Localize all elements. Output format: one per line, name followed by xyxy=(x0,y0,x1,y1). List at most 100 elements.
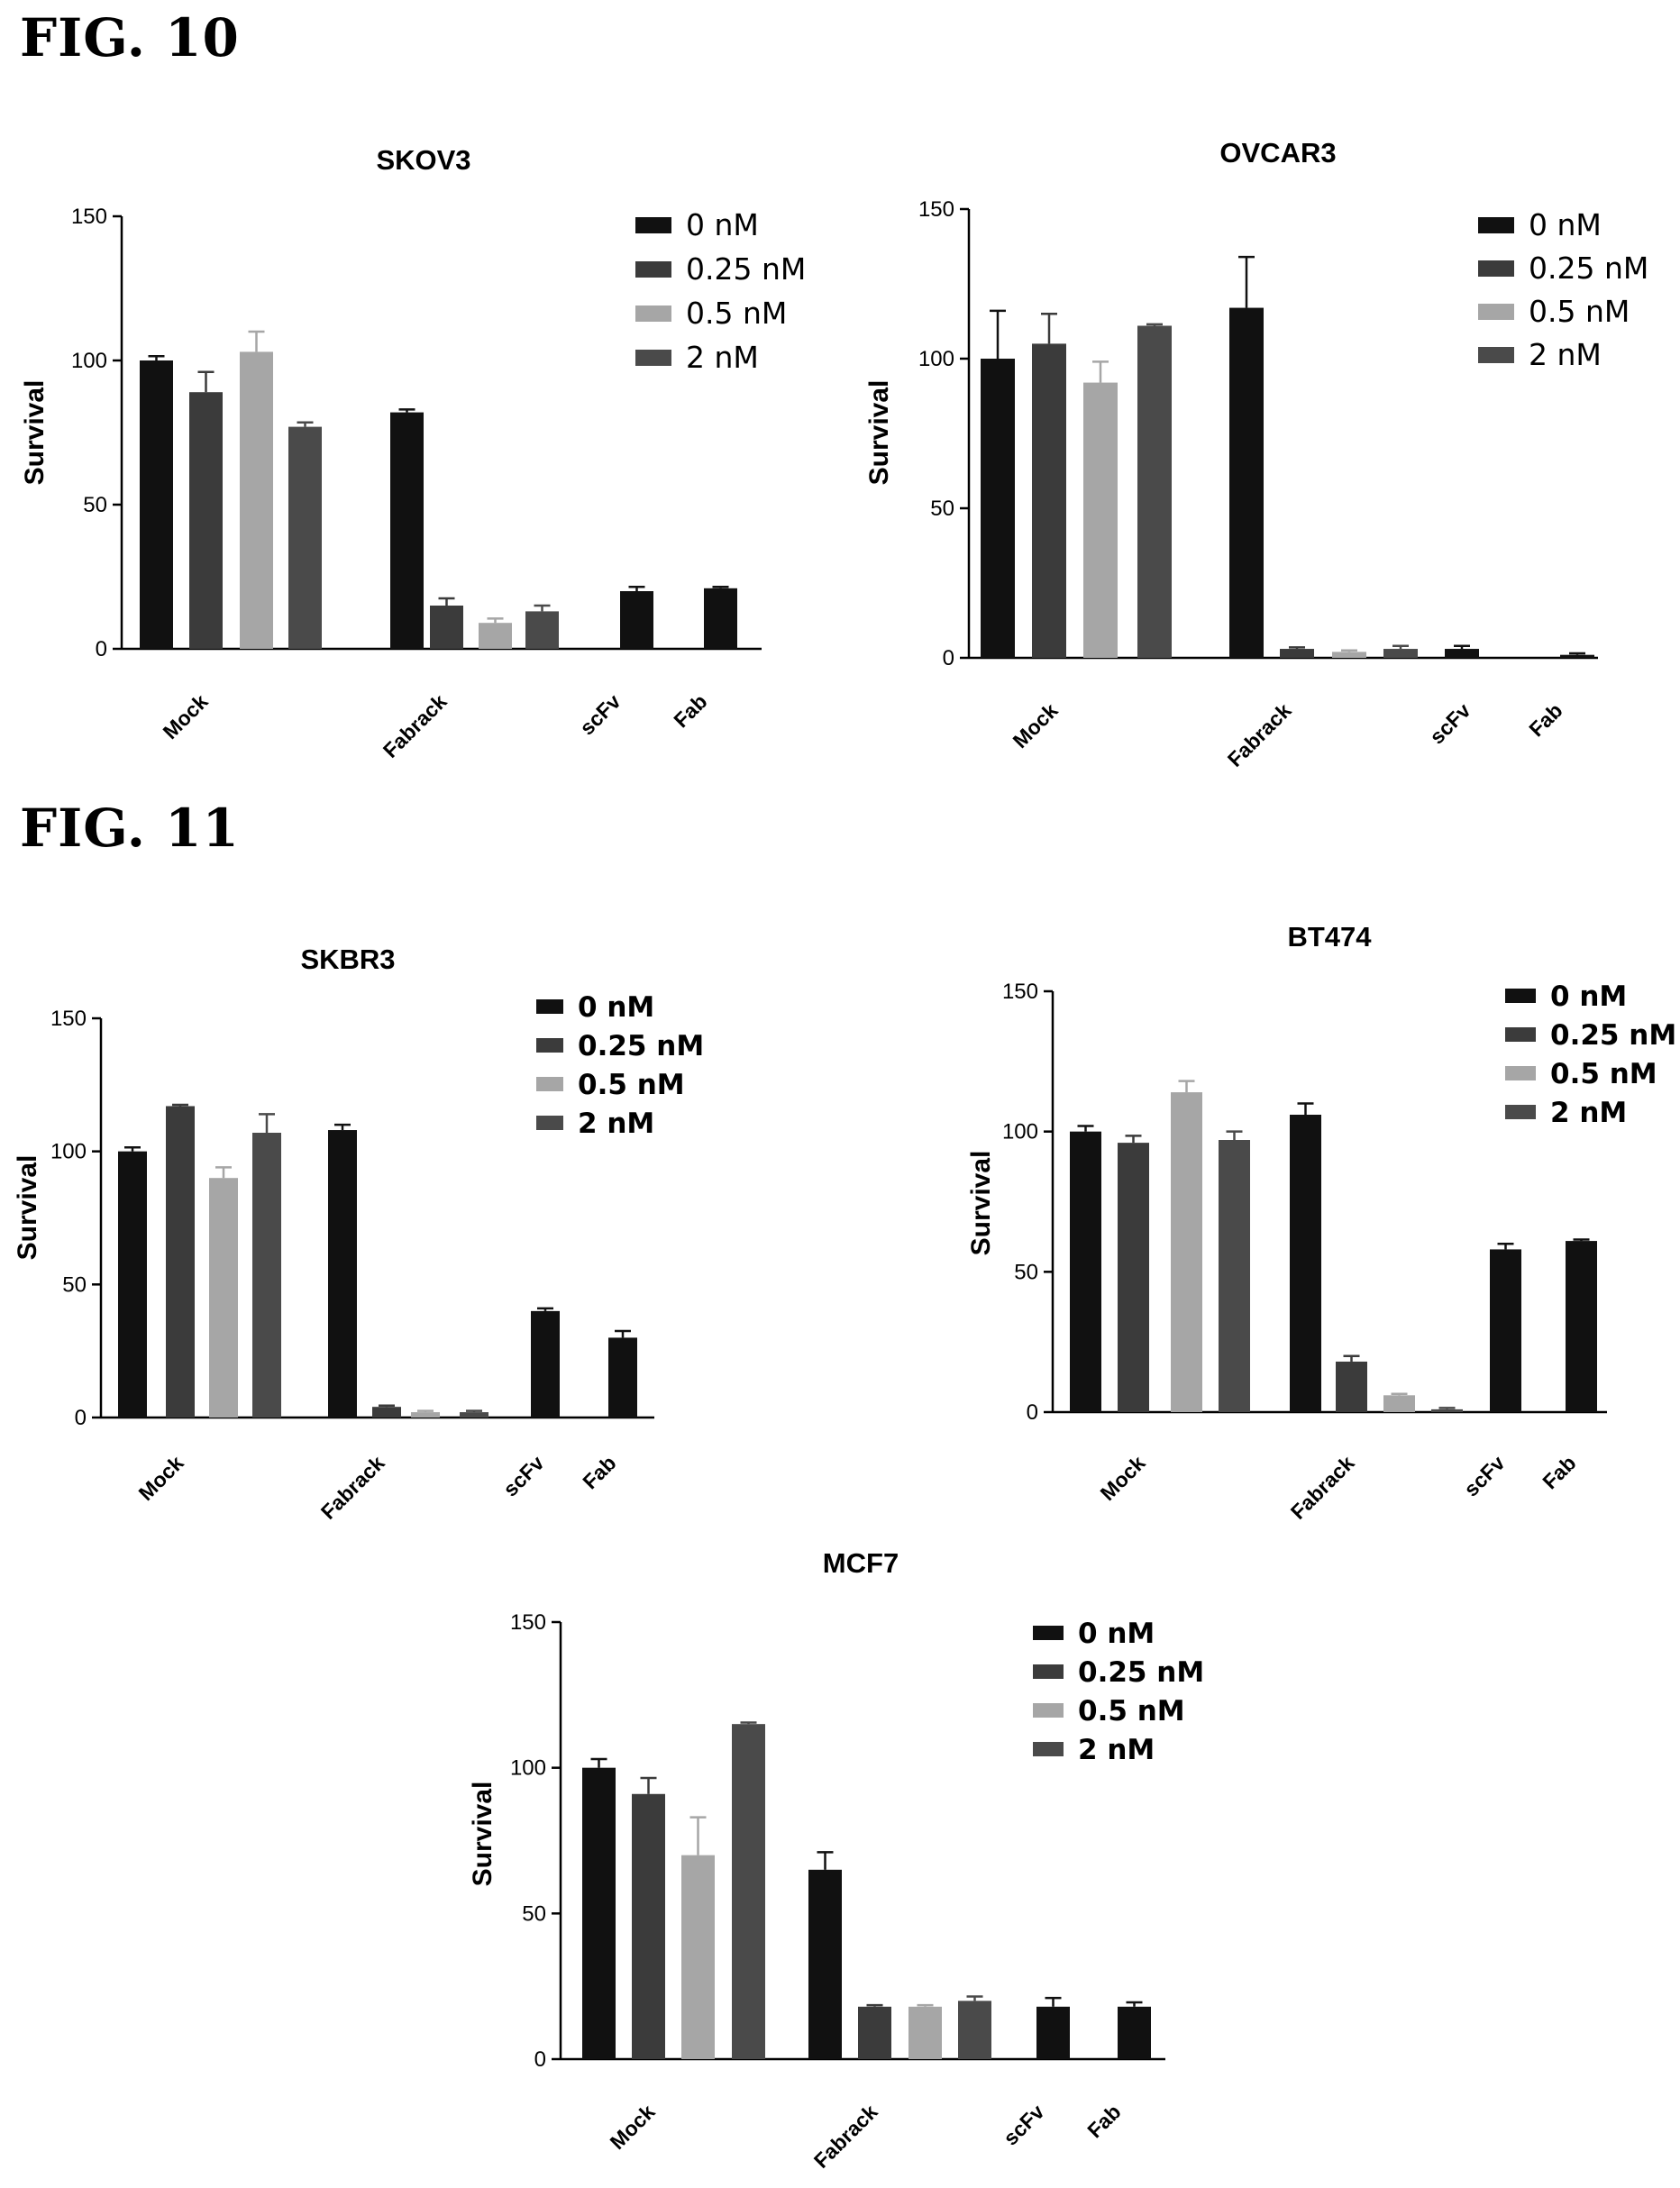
legend-swatch xyxy=(635,305,671,322)
legend-swatch xyxy=(1478,347,1514,363)
legend-label: 2 nM xyxy=(1550,1097,1627,1129)
y-tick-label: 50 xyxy=(1014,1260,1038,1284)
legend-label: 0 nM xyxy=(578,991,654,1024)
chart-title: SKBR3 xyxy=(300,944,395,975)
legend-swatch xyxy=(536,999,563,1014)
bar-mock-025nM xyxy=(166,1106,195,1418)
bar-mock-2nM xyxy=(288,426,322,649)
y-axis-label: Survival xyxy=(468,1782,498,1887)
bar-mock-2nM xyxy=(1137,325,1172,658)
bar-fab-0nM xyxy=(704,588,737,649)
bar-fabrack-0nM xyxy=(328,1130,357,1418)
legend-label: 2 nM xyxy=(686,340,759,375)
y-tick-label: 0 xyxy=(1027,1400,1038,1425)
chart-title: SKOV3 xyxy=(376,144,470,176)
bar-fabrack-025nM xyxy=(1280,649,1314,658)
legend-swatch xyxy=(1478,217,1514,233)
bar-mock-05nM xyxy=(1171,1092,1202,1412)
x-tick-label-mock: Mock xyxy=(1009,698,1063,752)
bar-fabrack-05nM xyxy=(1332,652,1366,658)
legend-swatch xyxy=(1033,1626,1064,1640)
legend-swatch xyxy=(1033,1664,1064,1679)
bar-mock-025nM xyxy=(189,392,223,649)
bar-fabrack-025nM xyxy=(372,1407,401,1418)
y-tick-label: 0 xyxy=(943,646,954,670)
y-axis-label: Survival xyxy=(13,1155,42,1261)
x-tick-label-scfv: scFv xyxy=(1425,698,1475,749)
x-tick-label-fabrack: Fabrack xyxy=(1223,698,1296,771)
bar-fabrack-2nM xyxy=(958,2001,991,2059)
y-tick-label: 150 xyxy=(1002,980,1038,1004)
x-tick-label-fabrack: Fabrack xyxy=(379,689,452,762)
x-tick-label-fabrack: Fabrack xyxy=(809,2100,882,2173)
y-tick-label: 50 xyxy=(522,1901,546,1926)
x-tick-label-fab: Fab xyxy=(1082,2100,1125,2142)
bar-scfv-0nM xyxy=(1490,1249,1521,1412)
bar-fab-0nM xyxy=(1566,1241,1597,1412)
legend-swatch xyxy=(536,1077,563,1091)
legend-swatch xyxy=(1033,1703,1064,1718)
x-tick-label-scfv: scFv xyxy=(999,2100,1049,2150)
legend-label: 2 nM xyxy=(1078,1734,1155,1766)
bar-fab-0nM xyxy=(608,1337,637,1418)
y-tick-label: 0 xyxy=(534,2047,546,2072)
y-tick-label: 50 xyxy=(62,1272,87,1297)
legend-label: 0.5 nM xyxy=(1078,1695,1185,1728)
legend-swatch xyxy=(635,350,671,366)
y-axis-label: Survival xyxy=(864,380,894,486)
bar-mock-2nM xyxy=(252,1132,281,1418)
bar-fab-0nM xyxy=(1118,2006,1151,2059)
bar-fab-0nM xyxy=(1560,654,1594,658)
bar-scfv-0nM xyxy=(1036,2006,1070,2059)
bar-fabrack-025nM xyxy=(1336,1361,1367,1412)
y-tick-label: 50 xyxy=(930,497,954,521)
bar-mock-0nM xyxy=(1070,1131,1101,1412)
x-tick-label-mock: Mock xyxy=(1096,1451,1150,1505)
legend-label: 2 nM xyxy=(1529,337,1602,372)
legend-label: 0.5 nM xyxy=(1529,294,1630,329)
x-tick-label-fabrack: Fabrack xyxy=(1286,1451,1359,1524)
y-tick-label: 50 xyxy=(83,493,107,517)
legend-label: 0.25 nM xyxy=(686,251,806,287)
legend-swatch xyxy=(1478,260,1514,277)
bar-mock-05nM xyxy=(1083,382,1118,658)
y-tick-label: 100 xyxy=(918,347,954,371)
chart-skbr3: SKBR3 Survival 0 50 100 150 Mock Fabrack scFv Fab… xyxy=(13,944,704,1524)
legend-swatch xyxy=(1505,1027,1536,1042)
bar-mock-0nM xyxy=(140,360,173,649)
bar-fabrack-2nM xyxy=(525,611,559,649)
y-tick-label: 100 xyxy=(510,1756,546,1781)
bar-fabrack-0nM xyxy=(808,1869,842,2059)
legend-swatch xyxy=(635,261,671,278)
legend-label: 0.5 nM xyxy=(686,296,787,331)
chart-title: OVCAR3 xyxy=(1219,137,1336,169)
bar-scfv-0nM xyxy=(620,591,653,649)
y-axis-label: Survival xyxy=(20,380,50,486)
bar-mock-025nM xyxy=(632,1793,665,2059)
y-tick-label: 0 xyxy=(75,1406,87,1430)
chart-title: BT474 xyxy=(1287,921,1372,953)
x-tick-label-scfv: scFv xyxy=(498,1451,549,1501)
legend-swatch xyxy=(1505,1066,1536,1080)
legend-swatch xyxy=(1033,1742,1064,1756)
y-tick-label: 0 xyxy=(96,637,107,661)
bar-scfv-0nM xyxy=(1445,649,1479,658)
bar-scfv-0nM xyxy=(531,1310,560,1418)
chart-mcf7: MCF7 Survival 0 50 100 150 Mock Fabrack scFv Fab 0… xyxy=(468,1547,1204,2173)
x-tick-label-mock: Mock xyxy=(159,689,213,743)
chart-title: MCF7 xyxy=(823,1547,899,1579)
y-tick-label: 100 xyxy=(50,1140,87,1164)
bar-mock-05nM xyxy=(681,1855,715,2059)
bar-fabrack-05nM xyxy=(908,2006,942,2059)
legend-label: 0.25 nM xyxy=(1550,1019,1676,1052)
chart-bt474: BT474 Survival 0 50 100 150 Mock Fabrack scFv Fab… xyxy=(966,921,1676,1524)
legend-label: 2 nM xyxy=(578,1108,654,1140)
y-tick-label: 150 xyxy=(918,197,954,222)
legend-swatch xyxy=(536,1038,563,1053)
bar-mock-025nM xyxy=(1118,1143,1149,1412)
legend-label: 0 nM xyxy=(686,207,759,242)
x-tick-label-fab: Fab xyxy=(578,1451,620,1493)
y-tick-label: 150 xyxy=(510,1610,546,1635)
legend-swatch xyxy=(536,1116,563,1130)
